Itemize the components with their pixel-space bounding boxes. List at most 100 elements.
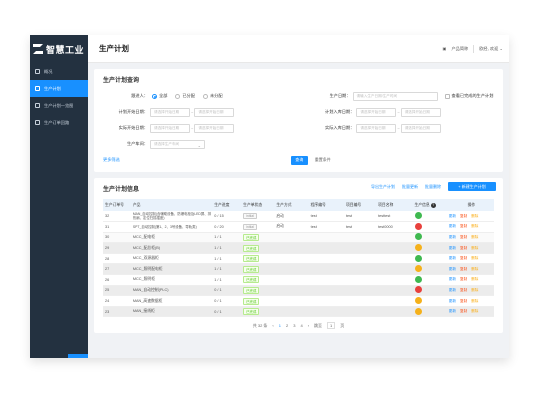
page-3[interactable]: 3 bbox=[293, 323, 296, 329]
delete-link[interactable]: 删除 bbox=[471, 266, 479, 271]
table-row[interactable]: 29 MCC_配总柜(B) 1 / 1 已完成 更新 复制 删除 bbox=[103, 242, 494, 254]
sidebar-item-plan-chart[interactable]: 生产计划一览图 bbox=[30, 97, 88, 114]
update-link[interactable]: 更新 bbox=[448, 298, 456, 303]
copy-link[interactable]: 复制 bbox=[459, 266, 468, 271]
column-header[interactable]: 生产单状态 bbox=[241, 199, 275, 211]
table-row[interactable]: 31 SPT_自动控制(第1、2、3号设备、导轨类) 0 / 20 initial 启动… bbox=[103, 221, 494, 233]
cell-info bbox=[412, 295, 447, 307]
table-row[interactable]: 23 MAN_接线柜 0 / 1 已完成 更新 复制 删除 bbox=[103, 306, 494, 318]
workshop-select[interactable]: 请选择生产车间 ⌄ bbox=[150, 139, 205, 149]
radio-assigned[interactable]: 已分配 bbox=[175, 93, 195, 99]
plan-no-input[interactable]: 请输入生产日期/生产时间 bbox=[352, 91, 438, 101]
cell-actions: 更新 复制 删除 bbox=[446, 221, 494, 233]
plan-date-start[interactable]: 请选择开始日期 bbox=[150, 107, 190, 117]
plan-date-label: 计划开始日期： bbox=[118, 109, 148, 114]
update-link[interactable]: 更新 bbox=[448, 245, 456, 250]
plan-in-end[interactable]: 请选择开始日期 bbox=[400, 107, 441, 117]
copy-link[interactable]: 复制 bbox=[459, 245, 468, 250]
table-row[interactable]: 30 MCC_配电柜 1 / 1 已完成 更新 复制 删除 bbox=[103, 232, 494, 244]
radio-dot bbox=[202, 93, 208, 99]
cell-progress: 1 / 1 bbox=[212, 263, 242, 276]
page-1[interactable]: 1 bbox=[278, 323, 281, 329]
copy-link[interactable]: 复制 bbox=[459, 298, 468, 303]
actual-date-start[interactable]: 请选择开始日期 bbox=[150, 123, 190, 133]
reset-button[interactable]: 重置条件 bbox=[314, 157, 331, 162]
status-badge: 已完成 bbox=[243, 276, 260, 284]
plan-in-start[interactable]: 请选择开始日期 bbox=[356, 107, 397, 117]
update-link[interactable]: 更新 bbox=[448, 309, 456, 314]
delete-link[interactable]: 删除 bbox=[471, 245, 479, 250]
copy-link[interactable]: 复制 bbox=[459, 309, 468, 314]
page-2[interactable]: 2 bbox=[285, 323, 289, 329]
cell-info bbox=[412, 221, 447, 233]
add-plan-button[interactable]: + 新建生产计划 bbox=[448, 182, 496, 191]
logo[interactable]: 智慧工业 bbox=[30, 35, 88, 63]
column-header[interactable]: 生产订单号 bbox=[103, 199, 131, 211]
column-header[interactable]: 产品 bbox=[130, 199, 213, 211]
update-link[interactable]: 更新 bbox=[448, 213, 456, 218]
delete-link[interactable]: 删除 bbox=[471, 256, 479, 261]
page-jump-input[interactable]: 1 bbox=[327, 322, 336, 330]
cell-product: MCC_照明柜 bbox=[130, 274, 213, 286]
table-row[interactable]: 25 MAN_自动控制(PLC) 0 / 1 已完成 更新 复制 删除 bbox=[103, 285, 494, 297]
table-row[interactable]: 32 MAN_自动控制(含辅助设备、防爆电柜及LED屏、排热扇、定位扫描插座) 0 … bbox=[103, 211, 494, 223]
update-link[interactable]: 更新 bbox=[448, 266, 456, 271]
actual-date-end[interactable]: 请选择开始日期 bbox=[194, 123, 235, 133]
column-header[interactable]: 生产方式 bbox=[274, 199, 309, 211]
delete-link[interactable]: 删除 bbox=[471, 224, 479, 229]
radio-label: 未分配 bbox=[209, 93, 223, 98]
actual-in-start[interactable]: 请选择开始日期 bbox=[356, 123, 397, 133]
copy-link[interactable]: 复制 bbox=[459, 287, 468, 292]
column-header[interactable]: 生产进度 bbox=[212, 199, 242, 211]
user-menu[interactable]: 欧经, 欢迎 ⌄ bbox=[479, 46, 503, 52]
table-row[interactable]: 28 MCC_双源器柜 1 / 1 已完成 更新 复制 删除 bbox=[103, 253, 494, 265]
copy-link[interactable]: 复制 bbox=[459, 256, 468, 261]
copy-link[interactable]: 复制 bbox=[459, 224, 468, 229]
update-link[interactable]: 更新 bbox=[448, 277, 456, 282]
product-intro-link[interactable]: 产品简称 bbox=[451, 45, 469, 51]
delete-link[interactable]: 删除 bbox=[471, 298, 479, 303]
column-header[interactable]: 程序编号 bbox=[308, 199, 344, 211]
batch-update-button[interactable]: 批量更新 bbox=[402, 183, 418, 189]
query-title: 生产计划查询 bbox=[103, 78, 140, 84]
column-header[interactable]: 项目名称 bbox=[376, 199, 413, 211]
page-4[interactable]: 4 bbox=[300, 323, 303, 329]
cell-project-name bbox=[376, 263, 413, 276]
delete-link[interactable]: 删除 bbox=[471, 213, 479, 218]
update-link[interactable]: 更新 bbox=[448, 256, 456, 261]
next-page-button[interactable]: › bbox=[307, 323, 310, 329]
completed-checkbox[interactable] bbox=[444, 93, 450, 99]
cell-info bbox=[412, 232, 447, 244]
delete-link[interactable]: 删除 bbox=[471, 277, 479, 282]
search-button[interactable]: 查询 bbox=[290, 155, 308, 165]
actual-in-end[interactable]: 请选择开始日期 bbox=[400, 123, 441, 133]
export-button[interactable]: 导出生产计划 bbox=[371, 183, 395, 189]
copy-link[interactable]: 复制 bbox=[459, 234, 468, 239]
update-link[interactable]: 更新 bbox=[448, 287, 456, 292]
column-header[interactable]: 生产信息? bbox=[412, 199, 447, 211]
table-row[interactable]: 24 MAN_高速数据柜 0 / 1 已完成 更新 复制 删除 bbox=[103, 295, 494, 307]
delete-link[interactable]: 删除 bbox=[471, 234, 479, 239]
sidebar-collapse-handle[interactable] bbox=[68, 354, 88, 358]
table-row[interactable]: 27 MCC_照明配电柜 1 / 1 已完成 更新 复制 删除 bbox=[103, 263, 494, 276]
sidebar-item-production-plan[interactable]: 生产计划 bbox=[30, 80, 88, 97]
sidebar-item-overview[interactable]: 概况 bbox=[30, 63, 88, 80]
batch-delete-button[interactable]: 批量删除 bbox=[425, 183, 441, 189]
column-header[interactable]: 项目编号 bbox=[343, 199, 377, 211]
more-filters-link[interactable]: 更多筛选 bbox=[103, 157, 120, 162]
radio-unassigned[interactable]: 未分配 bbox=[202, 93, 223, 99]
delete-link[interactable]: 删除 bbox=[471, 309, 479, 314]
prev-page-button[interactable]: ‹ bbox=[272, 323, 274, 329]
copy-link[interactable]: 复制 bbox=[459, 213, 468, 218]
plan-date-end[interactable]: 请选择开始日期 bbox=[194, 107, 235, 117]
copy-link[interactable]: 复制 bbox=[459, 277, 468, 282]
update-link[interactable]: 更新 bbox=[448, 234, 456, 239]
help-icon[interactable]: ? bbox=[430, 202, 436, 208]
cell-actions: 更新 复制 删除 bbox=[446, 306, 494, 318]
sidebar-item-order-loop[interactable]: 生产订单回路 bbox=[30, 114, 88, 131]
delete-link[interactable]: 删除 bbox=[471, 287, 479, 292]
update-link[interactable]: 更新 bbox=[448, 224, 456, 229]
cell-no: 31 bbox=[103, 221, 131, 233]
radio-all[interactable]: 全部 bbox=[152, 93, 167, 99]
table-row[interactable]: 26 MCC_照明柜 1 / 1 已完成 更新 复制 删除 bbox=[103, 274, 494, 286]
